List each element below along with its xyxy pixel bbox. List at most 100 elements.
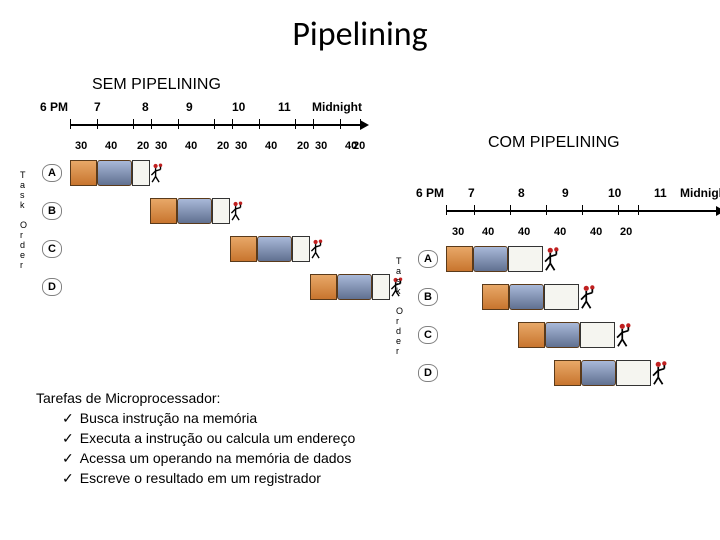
time-label: 9 [186,100,193,114]
duration-label: 20 [297,140,309,152]
store-stage-icon [230,198,244,224]
store-stage-icon [150,160,164,186]
fold-stage [616,360,651,386]
time-label: 6 PM [40,100,68,114]
duration-label: 30 [452,226,464,238]
time-label: 6 PM [416,186,444,200]
timeline-tick [295,119,296,129]
duration-label: 30 [155,140,167,152]
tasks-item: ✓ Busca instrução na memória [36,408,355,428]
check-icon: ✓ [62,470,74,486]
store-stage-icon [579,284,597,310]
duration-label: 40 [105,140,117,152]
store-stage-icon [615,322,633,348]
timeline-tick [133,119,134,129]
tasks-item-text: Executa a instrução ou calcula um endere… [80,430,356,446]
time-label: 11 [654,186,667,200]
dry-stage [545,322,580,348]
duration-label: 20 [217,140,229,152]
timeline-arrowhead [360,120,369,130]
duration-label: 30 [75,140,87,152]
duration-label: 40 [554,226,566,238]
time-label: 7 [468,186,475,200]
fold-stage [508,246,543,272]
pipeline-row [0,282,720,312]
dry-stage [177,198,212,224]
timeline-tick [70,119,71,129]
check-icon: ✓ [62,410,74,426]
timeline-tick [618,205,619,215]
duration-label: 40 [482,226,494,238]
duration-label: 20 [353,140,365,152]
time-label: Midnight [312,100,362,114]
dry-stage [509,284,544,310]
right-subtitle: COM PIPELINING [488,134,620,152]
wash-stage [70,160,97,186]
timeline-arrow [70,124,360,126]
wash-stage [150,198,177,224]
timeline-tick [313,119,314,129]
wash-stage [518,322,545,348]
timeline-tick [474,205,475,215]
timeline-tick [510,205,511,215]
time-label: 11 [278,100,291,114]
duration-label: 20 [137,140,149,152]
duration-label: 40 [590,226,602,238]
pipeline-row [0,320,720,350]
dry-stage [473,246,508,272]
time-label: 7 [94,100,101,114]
wash-stage [554,360,581,386]
timeline-tick [178,119,179,129]
timeline-tick [360,119,361,129]
tasks-item-text: Busca instrução na memória [80,410,257,426]
timeline-tick [151,119,152,129]
duration-label: 40 [265,140,277,152]
pipeline-row [0,358,720,388]
timeline-tick [582,205,583,215]
time-label: 8 [142,100,149,114]
fold-stage [132,160,150,186]
timeline-tick [97,119,98,129]
time-label: Midnight [680,186,720,200]
pipeline-row [0,158,720,188]
duration-label: 30 [315,140,327,152]
time-label: 8 [518,186,525,200]
timeline-tick [638,205,639,215]
duration-label: 20 [620,226,632,238]
timeline-tick [340,119,341,129]
fold-stage [544,284,579,310]
duration-label: 40 [518,226,530,238]
tasks-item-text: Escreve o resultado em um registrador [80,470,321,486]
check-icon: ✓ [62,430,74,446]
timeline-arrow [446,210,716,212]
duration-label: 40 [185,140,197,152]
time-label: 10 [232,100,245,114]
dry-stage [97,160,132,186]
check-icon: ✓ [62,450,74,466]
store-stage-icon [651,360,669,386]
pipeline-row [0,244,720,274]
timeline-tick [546,205,547,215]
time-label: 10 [608,186,621,200]
time-label: 9 [562,186,569,200]
timeline-tick [232,119,233,129]
timeline-tick [214,119,215,129]
timeline-tick [259,119,260,129]
wash-stage [482,284,509,310]
fold-stage [212,198,230,224]
page-title: Pipelining [0,0,720,55]
timeline-arrowhead [716,206,720,216]
tasks-item: ✓ Acessa um operando na memória de dados [36,448,355,468]
tasks-item-text: Acessa um operando na memória de dados [80,450,352,466]
tasks-block: Tarefas de Microprocessador: ✓ Busca instr… [36,388,355,488]
left-subtitle: SEM PIPELINING [92,76,221,94]
dry-stage [581,360,616,386]
fold-stage [580,322,615,348]
duration-label: 30 [235,140,247,152]
wash-stage [446,246,473,272]
timeline-tick [446,205,447,215]
store-stage-icon [543,246,561,272]
tasks-heading: Tarefas de Microprocessador: [36,388,355,408]
tasks-item: ✓ Executa a instrução ou calcula um ender… [36,428,355,448]
tasks-item: ✓ Escreve o resultado em um registrador [36,468,355,488]
